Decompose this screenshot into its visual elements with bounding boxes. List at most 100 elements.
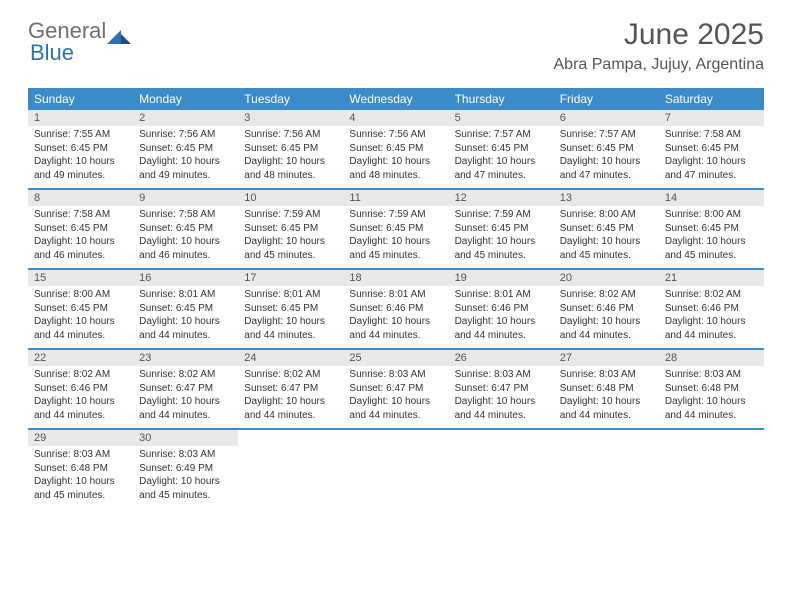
month-title: June 2025	[554, 18, 765, 52]
sunrise-line: Sunrise: 8:01 AM	[244, 288, 337, 302]
day-number: 13	[554, 190, 659, 206]
day-number: 22	[28, 350, 133, 366]
calendar-cell	[554, 430, 659, 508]
sunrise-line: Sunrise: 8:00 AM	[560, 208, 653, 222]
day-details: Sunrise: 7:58 AMSunset: 6:45 PMDaylight:…	[133, 206, 238, 266]
day-number: 11	[343, 190, 448, 206]
sunrise-line: Sunrise: 8:00 AM	[665, 208, 758, 222]
daylight-line: Daylight: 10 hours and 48 minutes.	[349, 155, 442, 182]
day-number: 4	[343, 110, 448, 126]
calendar-cell: 30Sunrise: 8:03 AMSunset: 6:49 PMDayligh…	[133, 430, 238, 508]
day-number: 9	[133, 190, 238, 206]
calendar-cell: 4Sunrise: 7:56 AMSunset: 6:45 PMDaylight…	[343, 110, 448, 188]
sunrise-line: Sunrise: 8:02 AM	[139, 368, 232, 382]
title-block: June 2025 Abra Pampa, Jujuy, Argentina	[554, 18, 765, 74]
calendar-cell: 29Sunrise: 8:03 AMSunset: 6:48 PMDayligh…	[28, 430, 133, 508]
sunset-line: Sunset: 6:47 PM	[244, 382, 337, 396]
sunset-line: Sunset: 6:48 PM	[665, 382, 758, 396]
sunrise-line: Sunrise: 7:56 AM	[349, 128, 442, 142]
daylight-line: Daylight: 10 hours and 44 minutes.	[665, 395, 758, 422]
day-details: Sunrise: 8:02 AMSunset: 6:47 PMDaylight:…	[238, 366, 343, 426]
daylight-line: Daylight: 10 hours and 45 minutes.	[560, 235, 653, 262]
day-details: Sunrise: 7:59 AMSunset: 6:45 PMDaylight:…	[449, 206, 554, 266]
daylight-line: Daylight: 10 hours and 44 minutes.	[139, 395, 232, 422]
sunset-line: Sunset: 6:46 PM	[34, 382, 127, 396]
sunrise-line: Sunrise: 7:57 AM	[560, 128, 653, 142]
week-row: 8Sunrise: 7:58 AMSunset: 6:45 PMDaylight…	[28, 190, 764, 270]
daylight-line: Daylight: 10 hours and 44 minutes.	[34, 315, 127, 342]
day-details: Sunrise: 7:57 AMSunset: 6:45 PMDaylight:…	[449, 126, 554, 186]
sunrise-line: Sunrise: 7:59 AM	[244, 208, 337, 222]
calendar-cell	[343, 430, 448, 508]
daylight-line: Daylight: 10 hours and 46 minutes.	[139, 235, 232, 262]
day-details: Sunrise: 8:01 AMSunset: 6:46 PMDaylight:…	[449, 286, 554, 346]
daylight-line: Daylight: 10 hours and 47 minutes.	[455, 155, 548, 182]
calendar-cell	[449, 430, 554, 508]
week-row: 15Sunrise: 8:00 AMSunset: 6:45 PMDayligh…	[28, 270, 764, 350]
daylight-line: Daylight: 10 hours and 49 minutes.	[34, 155, 127, 182]
calendar-cell: 6Sunrise: 7:57 AMSunset: 6:45 PMDaylight…	[554, 110, 659, 188]
daylight-line: Daylight: 10 hours and 48 minutes.	[244, 155, 337, 182]
day-details: Sunrise: 8:00 AMSunset: 6:45 PMDaylight:…	[28, 286, 133, 346]
calendar-cell: 13Sunrise: 8:00 AMSunset: 6:45 PMDayligh…	[554, 190, 659, 268]
calendar-cell: 25Sunrise: 8:03 AMSunset: 6:47 PMDayligh…	[343, 350, 448, 428]
calendar-cell: 7Sunrise: 7:58 AMSunset: 6:45 PMDaylight…	[659, 110, 764, 188]
sunset-line: Sunset: 6:48 PM	[34, 462, 127, 476]
day-number: 18	[343, 270, 448, 286]
day-details: Sunrise: 7:56 AMSunset: 6:45 PMDaylight:…	[343, 126, 448, 186]
sunset-line: Sunset: 6:45 PM	[139, 142, 232, 156]
day-number: 19	[449, 270, 554, 286]
day-header-tuesday: Tuesday	[238, 88, 343, 110]
calendar-cell: 1Sunrise: 7:55 AMSunset: 6:45 PMDaylight…	[28, 110, 133, 188]
calendar-cell: 20Sunrise: 8:02 AMSunset: 6:46 PMDayligh…	[554, 270, 659, 348]
day-number: 14	[659, 190, 764, 206]
day-details: Sunrise: 7:59 AMSunset: 6:45 PMDaylight:…	[238, 206, 343, 266]
daylight-line: Daylight: 10 hours and 46 minutes.	[34, 235, 127, 262]
sunset-line: Sunset: 6:45 PM	[455, 222, 548, 236]
sunset-line: Sunset: 6:49 PM	[139, 462, 232, 476]
logo-triangle-icon	[107, 28, 131, 44]
calendar-cell: 9Sunrise: 7:58 AMSunset: 6:45 PMDaylight…	[133, 190, 238, 268]
calendar-cell: 23Sunrise: 8:02 AMSunset: 6:47 PMDayligh…	[133, 350, 238, 428]
sunrise-line: Sunrise: 8:02 AM	[665, 288, 758, 302]
daylight-line: Daylight: 10 hours and 45 minutes.	[349, 235, 442, 262]
day-details: Sunrise: 7:59 AMSunset: 6:45 PMDaylight:…	[343, 206, 448, 266]
calendar-cell: 28Sunrise: 8:03 AMSunset: 6:48 PMDayligh…	[659, 350, 764, 428]
sunset-line: Sunset: 6:45 PM	[244, 302, 337, 316]
day-details: Sunrise: 8:03 AMSunset: 6:47 PMDaylight:…	[343, 366, 448, 426]
sunrise-line: Sunrise: 7:59 AM	[349, 208, 442, 222]
day-header-friday: Friday	[554, 88, 659, 110]
calendar-cell: 3Sunrise: 7:56 AMSunset: 6:45 PMDaylight…	[238, 110, 343, 188]
daylight-line: Daylight: 10 hours and 44 minutes.	[349, 395, 442, 422]
daylight-line: Daylight: 10 hours and 44 minutes.	[560, 315, 653, 342]
day-header-saturday: Saturday	[659, 88, 764, 110]
calendar-cell: 12Sunrise: 7:59 AMSunset: 6:45 PMDayligh…	[449, 190, 554, 268]
day-number: 24	[238, 350, 343, 366]
sunrise-line: Sunrise: 8:02 AM	[244, 368, 337, 382]
day-details: Sunrise: 8:01 AMSunset: 6:45 PMDaylight:…	[238, 286, 343, 346]
daylight-line: Daylight: 10 hours and 44 minutes.	[665, 315, 758, 342]
sunset-line: Sunset: 6:45 PM	[560, 222, 653, 236]
daylight-line: Daylight: 10 hours and 44 minutes.	[560, 395, 653, 422]
daylight-line: Daylight: 10 hours and 45 minutes.	[455, 235, 548, 262]
day-details: Sunrise: 8:03 AMSunset: 6:49 PMDaylight:…	[133, 446, 238, 506]
day-number: 26	[449, 350, 554, 366]
sunrise-line: Sunrise: 7:56 AM	[244, 128, 337, 142]
day-header-sunday: Sunday	[28, 88, 133, 110]
sunset-line: Sunset: 6:45 PM	[34, 142, 127, 156]
calendar-cell: 26Sunrise: 8:03 AMSunset: 6:47 PMDayligh…	[449, 350, 554, 428]
daylight-line: Daylight: 10 hours and 45 minutes.	[139, 475, 232, 502]
daylight-line: Daylight: 10 hours and 45 minutes.	[34, 475, 127, 502]
week-row: 29Sunrise: 8:03 AMSunset: 6:48 PMDayligh…	[28, 430, 764, 508]
day-details: Sunrise: 7:56 AMSunset: 6:45 PMDaylight:…	[238, 126, 343, 186]
sunrise-line: Sunrise: 8:01 AM	[455, 288, 548, 302]
daylight-line: Daylight: 10 hours and 44 minutes.	[34, 395, 127, 422]
day-details: Sunrise: 8:03 AMSunset: 6:48 PMDaylight:…	[554, 366, 659, 426]
daylight-line: Daylight: 10 hours and 47 minutes.	[665, 155, 758, 182]
day-number: 15	[28, 270, 133, 286]
sunset-line: Sunset: 6:46 PM	[455, 302, 548, 316]
day-details: Sunrise: 8:02 AMSunset: 6:46 PMDaylight:…	[28, 366, 133, 426]
calendar-cell: 14Sunrise: 8:00 AMSunset: 6:45 PMDayligh…	[659, 190, 764, 268]
day-details: Sunrise: 8:00 AMSunset: 6:45 PMDaylight:…	[554, 206, 659, 266]
day-details: Sunrise: 8:00 AMSunset: 6:45 PMDaylight:…	[659, 206, 764, 266]
